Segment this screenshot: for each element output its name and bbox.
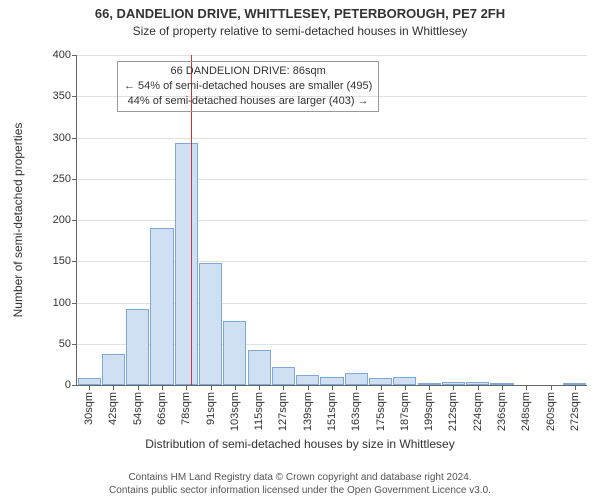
xtick-label: 103sqm — [229, 392, 241, 431]
xtick-mark — [332, 385, 333, 390]
xtick-mark — [478, 385, 479, 390]
bar — [345, 373, 368, 385]
ytick-label: 400 — [53, 49, 77, 61]
xtick-label: 42sqm — [107, 392, 119, 425]
ytick-label: 250 — [53, 173, 77, 185]
bar — [126, 309, 149, 385]
gridline — [77, 220, 587, 221]
xtick-mark — [186, 385, 187, 390]
annotation-line-3: 44% of semi-detached houses are larger (… — [124, 94, 372, 109]
xtick-label: 151sqm — [326, 392, 338, 431]
chart-title: 66, DANDELION DRIVE, WHITTLESEY, PETERBO… — [0, 6, 600, 21]
xtick-label: 248sqm — [520, 392, 532, 431]
y-axis-label: Number of semi-detached properties — [11, 123, 25, 318]
ytick-label: 200 — [53, 214, 77, 226]
chart-subtitle: Size of property relative to semi-detach… — [0, 24, 600, 38]
xtick-label: 115sqm — [253, 392, 265, 430]
xtick-mark — [308, 385, 309, 390]
xtick-mark — [405, 385, 406, 390]
xtick-mark — [113, 385, 114, 390]
xtick-mark — [502, 385, 503, 390]
gridline — [77, 179, 587, 180]
xtick-mark — [575, 385, 576, 390]
x-axis-label: Distribution of semi-detached houses by … — [0, 437, 600, 451]
ytick-label: 0 — [65, 379, 77, 391]
ytick-label: 350 — [53, 90, 77, 102]
bar — [199, 263, 222, 385]
bar — [296, 375, 319, 385]
xtick-label: 260sqm — [545, 392, 557, 431]
xtick-label: 236sqm — [496, 392, 508, 431]
xtick-label: 163sqm — [350, 392, 362, 431]
ytick-label: 100 — [53, 297, 77, 309]
ytick-label: 300 — [53, 132, 77, 144]
xtick-mark — [429, 385, 430, 390]
attribution-line-2: Contains public sector information licen… — [0, 484, 600, 497]
xtick-mark — [453, 385, 454, 390]
xtick-mark — [162, 385, 163, 390]
gridline — [77, 138, 587, 139]
annotation-box: 66 DANDELION DRIVE: 86sqm ← 54% of semi-… — [117, 61, 379, 112]
plot-area: 05010015020025030035040030sqm42sqm54sqm6… — [76, 55, 587, 386]
xtick-mark — [381, 385, 382, 390]
xtick-label: 30sqm — [83, 392, 95, 425]
xtick-mark — [235, 385, 236, 390]
xtick-mark — [89, 385, 90, 390]
ytick-label: 50 — [59, 338, 77, 350]
xtick-mark — [356, 385, 357, 390]
xtick-mark — [211, 385, 212, 390]
bar — [78, 378, 101, 385]
bar — [102, 354, 125, 385]
attribution-line-1: Contains HM Land Registry data © Crown c… — [0, 471, 600, 484]
xtick-label: 78sqm — [180, 392, 192, 425]
xtick-mark — [283, 385, 284, 390]
xtick-label: 66sqm — [156, 392, 168, 425]
bar — [393, 377, 416, 385]
xtick-mark — [526, 385, 527, 390]
xtick-label: 91sqm — [205, 392, 217, 425]
ytick-label: 150 — [53, 255, 77, 267]
xtick-mark — [551, 385, 552, 390]
bar — [320, 377, 343, 385]
xtick-label: 272sqm — [569, 392, 581, 431]
xtick-label: 224sqm — [472, 392, 484, 431]
xtick-label: 212sqm — [447, 392, 459, 431]
xtick-mark — [259, 385, 260, 390]
xtick-label: 187sqm — [399, 392, 411, 431]
gridline — [77, 55, 587, 56]
xtick-label: 127sqm — [277, 392, 289, 431]
annotation-line-1: 66 DANDELION DRIVE: 86sqm — [124, 64, 372, 79]
xtick-mark — [138, 385, 139, 390]
xtick-label: 54sqm — [132, 392, 144, 425]
annotation-line-2: ← 54% of semi-detached houses are smalle… — [124, 79, 372, 94]
bar — [150, 228, 173, 385]
chart-container: 66, DANDELION DRIVE, WHITTLESEY, PETERBO… — [0, 0, 600, 500]
bar — [248, 350, 271, 385]
bar — [223, 321, 246, 385]
xtick-label: 199sqm — [423, 392, 435, 431]
bar — [272, 367, 295, 385]
xtick-label: 139sqm — [302, 392, 314, 431]
xtick-label: 175sqm — [375, 392, 387, 431]
bar — [175, 143, 198, 385]
attribution: Contains HM Land Registry data © Crown c… — [0, 471, 600, 497]
bar — [369, 378, 392, 385]
